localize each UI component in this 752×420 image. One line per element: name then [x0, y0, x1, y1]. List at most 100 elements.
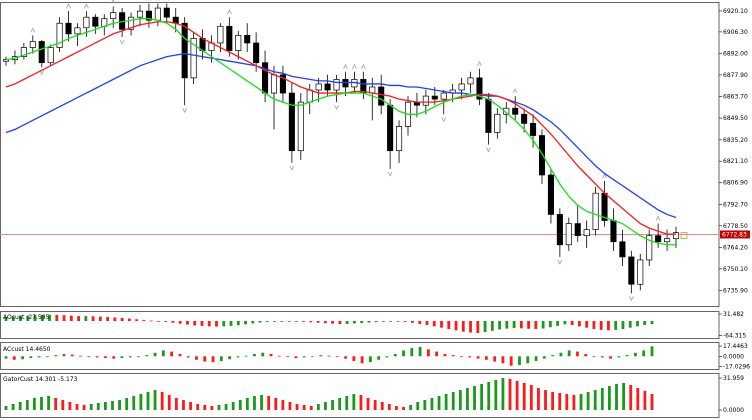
candle: [512, 96, 519, 121]
candle-body: [431, 95, 438, 100]
gator-histogram-bar: [402, 407, 405, 410]
candle: [333, 74, 340, 103]
gator-histogram-bar: [245, 398, 249, 410]
gator-histogram-bar: [118, 400, 121, 410]
ao-histogram-bar: [84, 316, 88, 321]
candle: [387, 99, 394, 169]
ao-histogram-bar: [280, 321, 284, 322]
gator-histogram-bar: [160, 392, 164, 410]
ac-histogram-bar: [153, 352, 157, 357]
ao-histogram-bar: [469, 321, 472, 333]
candle: [583, 220, 590, 248]
gator-histogram-bar: [515, 381, 519, 410]
gator-histogram-bar: [615, 384, 618, 410]
candle: [601, 181, 608, 227]
candle: [565, 217, 572, 251]
gator-histogram-bar: [444, 394, 448, 410]
ao-histogram-bar: [294, 321, 298, 322]
ao-histogram-bar: [69, 315, 73, 321]
y-tick-label: 6792.70: [723, 201, 748, 208]
gator-histogram-bar: [636, 388, 640, 410]
candle: [65, 11, 72, 42]
candle-body: [315, 83, 322, 91]
ac-histogram-bar: [534, 356, 538, 361]
gator-histogram-bar: [622, 383, 626, 410]
ac-histogram-bar: [385, 356, 389, 358]
gator-histogram-bar: [32, 398, 36, 410]
candle: [547, 168, 554, 224]
candle-body: [422, 95, 429, 106]
ao-histogram-bar: [440, 321, 443, 328]
ao-histogram-bar: [287, 321, 291, 322]
ac-histogram-bar: [360, 356, 364, 364]
price-pane: 6920.10 6906.30 6892.00 6877.90 6863.70 6849.…: [0, 0, 750, 307]
ac-histogram-bar: [112, 356, 116, 359]
candle-body: [378, 86, 385, 106]
ac-histogram-bar: [21, 356, 24, 360]
gator-histogram-bar: [352, 394, 356, 410]
y-tick-label: 31.482: [723, 311, 744, 318]
candle-body: [65, 22, 72, 35]
gator-histogram-bar: [558, 393, 562, 410]
gator-histogram-bar: [551, 392, 555, 410]
ac-histogram-bar: [244, 355, 248, 357]
gator-histogram-bar: [458, 390, 462, 410]
candle: [181, 17, 188, 106]
y-tick-label: 31.959: [723, 375, 744, 382]
pane-frame: [0, 311, 720, 339]
ac-histogram-bar: [484, 356, 488, 360]
ac-histogram-bar: [170, 351, 174, 357]
gator-histogram-bar: [210, 406, 214, 410]
ac-histogram-bar: [161, 350, 165, 357]
ao-histogram-bar: [258, 321, 262, 323]
ao-histogram-bar: [157, 321, 160, 322]
ac-histogram-bar: [269, 353, 273, 357]
candle: [29, 35, 36, 54]
gator-histogram-bar: [267, 396, 271, 410]
ao-histogram-bar: [592, 321, 596, 329]
ac-indicator-label: ACcust 14.4650: [3, 346, 51, 353]
alligator-jaw-line: [5, 52, 677, 219]
ac-histogram-bar: [600, 356, 604, 358]
y-tick-label: 6764.20: [723, 245, 748, 252]
ac-histogram-bar: [294, 356, 298, 359]
gator-histogram-bar: [96, 403, 100, 410]
gator-histogram-bar: [111, 401, 114, 410]
gator-histogram-bar: [281, 400, 285, 410]
ao-histogram-bar: [331, 321, 335, 324]
candle: [342, 71, 349, 97]
gator-histogram-bar: [224, 404, 228, 410]
ao-histogram-bar: [636, 321, 639, 327]
gator-histogram-bar: [75, 404, 79, 410]
ac-histogram-bar: [426, 349, 430, 357]
ao-histogram-bar: [607, 321, 610, 331]
ac-histogram-bar: [617, 356, 621, 358]
ao-histogram-bar: [570, 321, 574, 325]
gator-histogram-bar: [82, 405, 86, 410]
ao-histogram-bar: [519, 321, 523, 329]
gator-histogram-bar: [139, 394, 143, 410]
candle: [556, 208, 563, 257]
candle-body: [244, 35, 251, 44]
ao-histogram-bar: [33, 315, 37, 321]
candle-body: [476, 77, 483, 100]
pane-frame: [0, 373, 720, 418]
candle: [190, 32, 197, 84]
gator-histogram-bar: [331, 400, 334, 410]
y-tick-label: 6735.90: [723, 287, 748, 294]
ao-histogram-bar: [403, 321, 407, 322]
gator-histogram-bar: [387, 404, 391, 410]
gator-histogram-bar: [600, 388, 604, 410]
ac-histogram-bar: [211, 356, 215, 363]
ao-histogram-bar: [360, 321, 364, 323]
gator-histogram-bar: [494, 380, 498, 410]
y-tick-label: 6877.90: [723, 72, 748, 79]
ac-histogram-bar: [393, 353, 397, 357]
ao-histogram-bar: [77, 316, 80, 321]
ao-histogram-bar: [62, 315, 66, 321]
gator-histogram-bar: [167, 395, 171, 410]
candle: [637, 253, 644, 291]
ac-histogram-bar: [327, 355, 331, 357]
fractal-down-arrow: [441, 117, 447, 123]
alligator-lips-line: [5, 18, 676, 246]
